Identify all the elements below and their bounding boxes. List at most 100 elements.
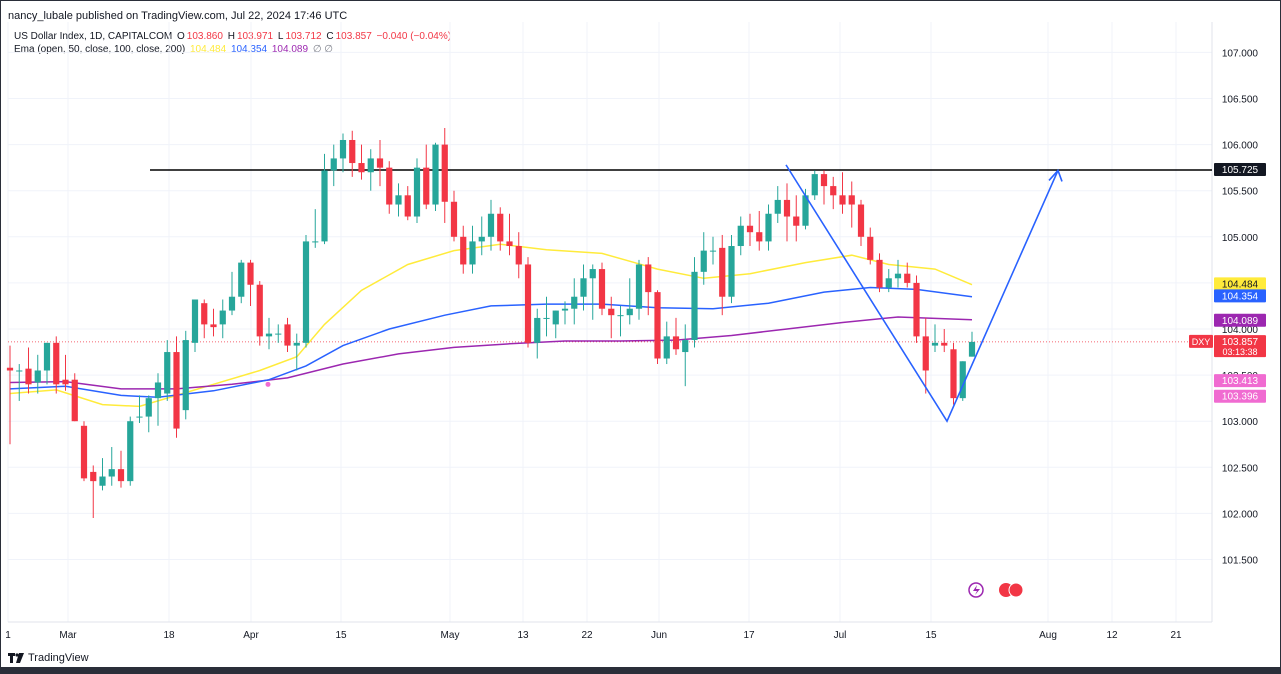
eye-icon[interactable]: ∅ ∅ [312, 44, 334, 55]
symbol-tag-text: DXY [1192, 337, 1211, 347]
candle-body [330, 158, 337, 171]
candle-body [219, 310, 226, 325]
candle-body [312, 241, 319, 243]
y-tick-label: 105.500 [1222, 187, 1259, 198]
candle-body [71, 379, 78, 422]
candle-body [857, 204, 865, 237]
candles-group [6, 128, 976, 519]
candle-body [478, 236, 485, 242]
candle-body [700, 250, 707, 272]
candle-body [894, 273, 902, 279]
candle-body [876, 259, 883, 288]
candle-body [931, 342, 939, 346]
candle-body [117, 469, 125, 482]
candle-body [164, 352, 171, 394]
candle-body [358, 163, 365, 173]
candle-body [561, 308, 569, 311]
candle-body [682, 340, 689, 353]
candle-body [608, 308, 615, 316]
candle-body [867, 236, 874, 260]
candle-body [16, 370, 23, 372]
candle-body [265, 333, 273, 337]
candle-body [820, 174, 828, 187]
candle-body [672, 336, 680, 350]
x-tick-label: 13 [517, 630, 529, 641]
y-tick-label: 102.500 [1222, 463, 1259, 474]
candle-body [247, 262, 254, 285]
candle-body [543, 317, 550, 319]
candle-body [848, 195, 855, 205]
footer-brand-label: TradingView [28, 652, 89, 664]
candle-body [589, 269, 596, 279]
candle-body [765, 213, 772, 242]
legend-o-label: O [176, 31, 185, 42]
ema200-line [9, 316, 973, 390]
candle-body [80, 425, 88, 479]
candle-body [885, 278, 892, 288]
candle-body [959, 361, 966, 399]
legend-c-label: C [326, 31, 334, 42]
candle-body [783, 199, 791, 217]
legend-symbol: US Dollar Index, 1D, CAPITALCOM [14, 31, 173, 42]
candle-body [904, 273, 911, 283]
price-label-text: 103.857 [1222, 337, 1259, 348]
v-pattern-line [785, 164, 1059, 423]
candle-body [108, 469, 115, 477]
candle-body [90, 471, 97, 482]
candle-body [617, 315, 624, 317]
bottom-frame-strip [0, 667, 1281, 674]
candle-body [182, 340, 189, 411]
candle-body [460, 236, 467, 265]
candle-body [571, 296, 578, 309]
candle-body [793, 216, 800, 226]
candle-body [154, 382, 162, 399]
price-label-tag: 104.089 [1214, 313, 1266, 327]
candle-body [626, 308, 633, 316]
candle-body [284, 324, 291, 346]
candle-body [774, 199, 781, 214]
candle-body [191, 299, 199, 343]
legend-change: −0.040 (−0.04%) [376, 31, 452, 42]
candle-body [293, 342, 300, 346]
candle-body [756, 232, 763, 242]
y-tick-label: 102.000 [1222, 509, 1259, 520]
countdown-text: 03:13:38 [1222, 347, 1257, 357]
price-label-tag: 105.725 [1214, 162, 1266, 176]
candle-body [127, 421, 134, 482]
legend-o-value: 103.860 [186, 31, 223, 42]
price-label-tag: 104.484 [1214, 277, 1266, 291]
candle-body [487, 213, 495, 237]
x-tick-label: May [441, 630, 460, 641]
candle-body [534, 317, 541, 343]
legend-h-value: 103.971 [236, 31, 274, 42]
us-flag-icon-2 [1008, 582, 1024, 598]
ema50-line [9, 243, 973, 408]
legend-ohlc: US Dollar Index, 1D, CAPITALCOM O 103.860… [14, 31, 453, 42]
candle-body [302, 241, 310, 343]
candle-body [515, 246, 522, 265]
candle-body [376, 158, 384, 168]
candle-body [210, 324, 217, 328]
arrow-head-icon [1048, 168, 1063, 182]
legend-h-label: H [227, 31, 235, 42]
price-label-text: 104.354 [1222, 291, 1259, 302]
candle-body [811, 174, 818, 196]
legend-ema-label: Ema (open, 50, close, 100, close, 200) [14, 44, 186, 55]
x-tick-label: Mar [59, 630, 77, 641]
candle-body [709, 250, 717, 252]
candle-body [201, 303, 208, 325]
candle-body [25, 368, 32, 385]
candle-body [830, 186, 837, 196]
x-tick-label: Apr [243, 630, 259, 641]
candle-body [256, 284, 263, 337]
x-tick-label: 17 [743, 630, 755, 641]
price-label-text: 104.089 [1222, 316, 1259, 327]
y-tick-label: 103.000 [1222, 417, 1259, 428]
candle-body [62, 379, 69, 385]
legend-c-value: 103.857 [335, 31, 372, 42]
legend-ema100-value: 104.354 [230, 44, 268, 55]
candle-body [53, 342, 60, 385]
candle-body [423, 167, 430, 205]
